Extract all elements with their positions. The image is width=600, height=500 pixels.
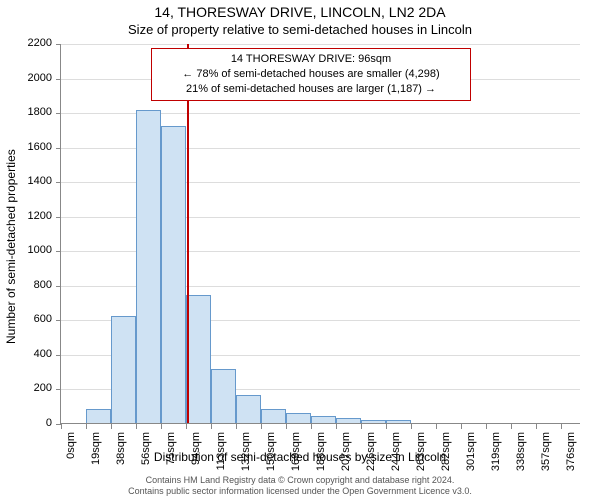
y-tick-label: 600: [12, 313, 52, 325]
histogram-bar: [286, 413, 311, 423]
histogram-bar: [161, 126, 186, 423]
x-tick: [536, 424, 537, 429]
y-tick: [56, 320, 61, 321]
property-marker-line: [187, 44, 189, 423]
histogram-bar: [311, 416, 336, 423]
y-tick-label: 1800: [12, 106, 52, 118]
y-tick-label: 400: [12, 348, 52, 360]
y-tick-label: 1000: [12, 244, 52, 256]
footer-line-2: Contains public sector information licen…: [128, 486, 472, 496]
histogram-bar: [336, 418, 361, 423]
histogram-bar: [136, 110, 161, 423]
y-tick: [56, 148, 61, 149]
histogram-bar: [86, 409, 111, 423]
x-tick: [361, 424, 362, 429]
x-tick: [461, 424, 462, 429]
x-tick: [111, 424, 112, 429]
y-tick-label: 2200: [12, 37, 52, 49]
x-tick: [211, 424, 212, 429]
x-tick: [61, 424, 62, 429]
plot-area: 0200400600800100012001400160018002000220…: [60, 44, 580, 424]
x-axis-label: Distribution of semi-detached houses by …: [0, 450, 600, 464]
x-tick: [186, 424, 187, 429]
x-tick: [436, 424, 437, 429]
y-tick: [56, 355, 61, 356]
x-tick: [261, 424, 262, 429]
histogram-bar: [111, 316, 136, 423]
histogram-bar: [186, 295, 211, 423]
annotation-line: 21% of semi-detached houses are larger (…: [158, 82, 464, 97]
y-tick: [56, 182, 61, 183]
x-tick: [561, 424, 562, 429]
annotation-line: ← 78% of semi-detached houses are smalle…: [158, 67, 464, 82]
x-tick: [386, 424, 387, 429]
x-tick: [136, 424, 137, 429]
y-tick-label: 2000: [12, 72, 52, 84]
y-tick: [56, 44, 61, 45]
y-tick: [56, 113, 61, 114]
histogram-bar: [361, 420, 386, 423]
chart-subtitle: Size of property relative to semi-detach…: [0, 22, 600, 37]
x-tick: [336, 424, 337, 429]
y-tick-label: 1200: [12, 210, 52, 222]
y-tick: [56, 389, 61, 390]
chart-title-address: 14, THORESWAY DRIVE, LINCOLN, LN2 2DA: [0, 4, 600, 20]
y-tick-label: 1400: [12, 175, 52, 187]
y-tick: [56, 217, 61, 218]
histogram-bar: [386, 420, 411, 423]
histogram-bar: [211, 369, 236, 423]
x-tick: [511, 424, 512, 429]
annotation-line: 14 THORESWAY DRIVE: 96sqm: [158, 52, 464, 67]
x-tick: [311, 424, 312, 429]
y-tick-label: 1600: [12, 141, 52, 153]
gridline: [61, 44, 580, 45]
y-tick-label: 800: [12, 279, 52, 291]
x-tick: [411, 424, 412, 429]
y-tick-label: 200: [12, 382, 52, 394]
histogram-bar: [261, 409, 286, 423]
x-tick: [286, 424, 287, 429]
y-tick-label: 0: [12, 417, 52, 429]
x-tick: [486, 424, 487, 429]
annotation-box: 14 THORESWAY DRIVE: 96sqm← 78% of semi-d…: [151, 48, 471, 101]
y-tick: [56, 286, 61, 287]
y-tick: [56, 251, 61, 252]
x-tick: [161, 424, 162, 429]
x-tick: [236, 424, 237, 429]
footer-line-1: Contains HM Land Registry data © Crown c…: [146, 475, 455, 485]
y-tick: [56, 79, 61, 80]
histogram-bar: [236, 395, 261, 423]
attribution-footer: Contains HM Land Registry data © Crown c…: [0, 475, 600, 498]
x-tick: [86, 424, 87, 429]
